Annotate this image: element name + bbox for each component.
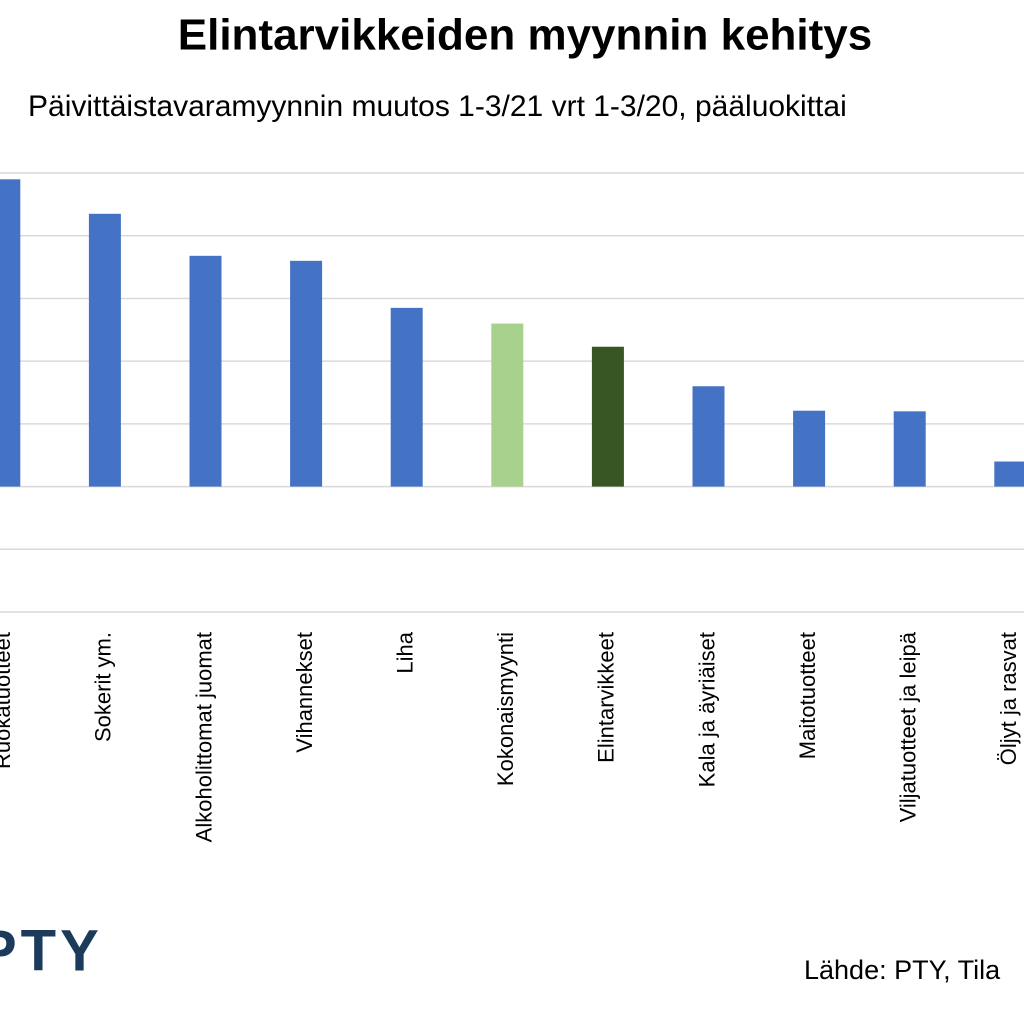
x-tick-label: Maitotuotteet xyxy=(795,632,820,759)
bar xyxy=(88,213,121,487)
bar xyxy=(994,461,1024,487)
source: Lähde: PTY, Tila xyxy=(804,955,1001,985)
bar xyxy=(0,179,21,487)
x-tick-label: Viljatuotteet ja leipä xyxy=(896,631,921,822)
chart-subtitle: Päivittäistavaramyynnin muutos 1-3/21 vr… xyxy=(28,90,847,123)
x-tick-label: Sokerit ym. xyxy=(91,632,116,742)
x-tick-label: Alkoholittomat juomat xyxy=(191,632,216,842)
x-tick-label: Öljyt ja rasvat xyxy=(996,632,1021,765)
bar xyxy=(189,255,222,487)
x-tick-label: Kokonaismyynti xyxy=(493,632,518,786)
logo: PTY xyxy=(0,918,103,983)
bar xyxy=(893,411,926,487)
bar xyxy=(692,386,725,487)
x-tick-label: Elintarvikkeet xyxy=(594,632,619,763)
x-tick-label: Vihannekset xyxy=(292,632,317,753)
chart-title: Elintarvikkeiden myynnin kehitys xyxy=(178,11,872,60)
bar xyxy=(491,323,524,487)
x-tick-label: Ruokatuotteet xyxy=(0,632,15,769)
bar xyxy=(290,260,323,487)
bar xyxy=(591,346,624,487)
bar xyxy=(793,410,826,487)
bar xyxy=(390,307,423,487)
x-tick-label: Liha xyxy=(393,631,418,673)
x-tick-label: Kala ja äyriäiset xyxy=(694,632,719,787)
